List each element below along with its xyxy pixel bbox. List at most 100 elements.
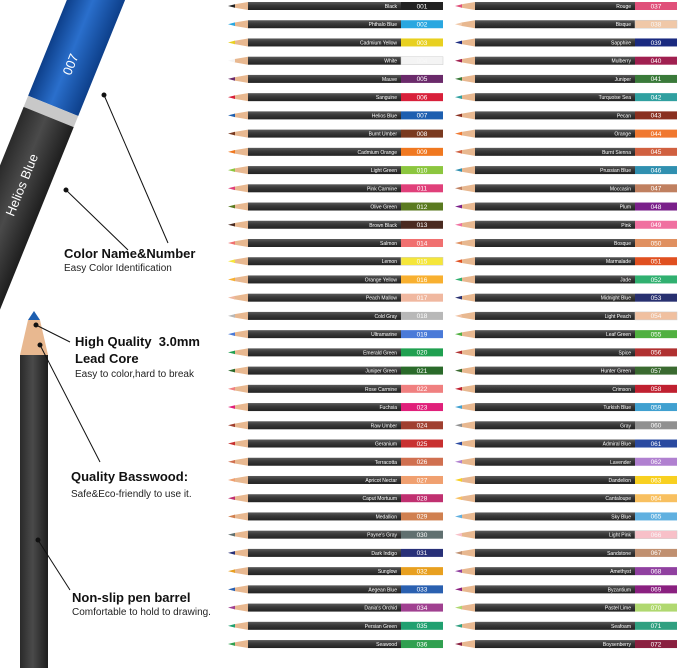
pencil-wood [234, 275, 248, 284]
pencil-body [475, 384, 635, 393]
pencil: Orange Yellow 016 [228, 275, 443, 284]
pencil-number: 051 [651, 259, 662, 266]
pencil-name: Cadmium Orange [358, 150, 398, 156]
pencil-number: 005 [417, 76, 428, 83]
pencil-cap [401, 621, 443, 630]
pencil-name: Aegean Blue [368, 587, 397, 593]
pencil: Turquoise Sea 042 [455, 93, 677, 101]
pencil-body [475, 93, 635, 102]
callout-dot [33, 322, 39, 328]
pencil: Seafoam 071 [455, 621, 677, 630]
pencil-lead [455, 332, 462, 336]
pencil-name: Pastel Lime [605, 606, 631, 612]
pencil-number: 039 [651, 40, 662, 47]
pencil-cap [401, 640, 443, 649]
pencil-body [475, 330, 635, 339]
pencil-cap [401, 494, 443, 503]
pencil-body [248, 293, 401, 302]
pencil-cap [635, 147, 677, 156]
pencil-body [475, 512, 635, 521]
pencil-body [248, 129, 401, 138]
feature-pencil: 007 Helios Blue [0, 0, 126, 332]
pencil-number: 054 [651, 313, 662, 320]
pencil: Sky Blue 065 [455, 512, 677, 521]
pencil-name: Peach Mallow [366, 296, 398, 302]
pencil-wood [461, 311, 475, 320]
pencil-cap [401, 311, 443, 320]
pencil-lead [28, 311, 40, 320]
pencil-name: Cold Gray [374, 314, 397, 320]
pencil-number: 009 [417, 149, 428, 156]
pencil-cap [400, 256, 444, 266]
pencil-wood [234, 439, 248, 448]
pencil-body [248, 238, 401, 247]
pencil-cap [401, 548, 443, 557]
pencil: Lemon 015 [228, 256, 444, 266]
pencil: Persian Green 035 [228, 621, 443, 630]
pencil-number: 033 [417, 587, 428, 594]
pencil-wood [234, 567, 248, 576]
pencil-name: Burnt Umber [369, 132, 398, 138]
pencil-number: 020 [417, 350, 428, 357]
pencil-number: 019 [417, 331, 428, 338]
pencil: Brown Black 013 [228, 220, 443, 229]
pencil: Fuchsia 023 [228, 403, 443, 411]
pencil-body [475, 366, 635, 375]
pencil-lead [228, 222, 235, 227]
pencil-lead [455, 496, 462, 501]
pencil: Gray 060 [455, 421, 677, 430]
pencil-lead [228, 314, 235, 318]
pencil-wood [461, 257, 475, 266]
pencil-body [248, 475, 401, 484]
pencil-wood [234, 330, 248, 339]
pencil-number: 047 [651, 186, 662, 193]
callout-note: Easy to color,hard to break [75, 369, 195, 380]
pencil: Sapphire 039 [455, 38, 677, 47]
pencil-number: 071 [651, 623, 662, 630]
pencil: Boysenberry 072 [455, 640, 677, 648]
pencil-cap [401, 202, 443, 211]
callout-line [65, 189, 129, 251]
pencil: Pink Carmine 011 [228, 184, 443, 193]
pencil-number: 014 [417, 240, 428, 247]
pencil-lead [455, 259, 462, 264]
pencil: Admiral Blue 061 [455, 439, 677, 448]
pencil-cap [401, 585, 443, 594]
pencil-cap [401, 330, 443, 339]
pencil-wood [234, 147, 248, 156]
callout-dot [35, 537, 41, 543]
pencil-body [248, 366, 401, 375]
pencil-lead [228, 332, 235, 336]
pencil-cap [401, 220, 443, 229]
pencil-number: 029 [417, 514, 428, 521]
pencil-number: 046 [651, 167, 662, 174]
pencil-wood [461, 238, 475, 247]
pencil-number: 023 [417, 404, 428, 411]
pencil: Terracotta 026 [228, 457, 443, 466]
pencil-cap [401, 166, 443, 175]
callout-title: Lead Core [75, 351, 139, 366]
pencil-cap [401, 384, 443, 393]
pencil-cap [635, 384, 677, 393]
pencil: Pink 049 [455, 220, 677, 229]
pencil-lead [455, 295, 462, 300]
pencil-name: Juniper [615, 77, 632, 83]
pencil-body [475, 20, 635, 29]
pencil-body [248, 311, 401, 320]
pencil-wood [234, 640, 248, 649]
pencil-lead [228, 277, 235, 282]
pencil-body [248, 348, 401, 357]
pencil-lead [228, 496, 235, 501]
pencil-cap [635, 74, 677, 83]
pencil-number: 072 [651, 641, 662, 648]
pencil-body [475, 585, 635, 594]
pencil-name: Midnight Blue [601, 296, 632, 302]
pencil: Amethyst 068 [455, 567, 677, 575]
pencil-wood [234, 494, 248, 503]
pencil-name: Sapphire [611, 40, 631, 46]
pencil-wood [461, 129, 475, 138]
pencil-body [475, 2, 635, 10]
pencil-name: Ultramarine [371, 332, 397, 338]
callout-dot [101, 92, 107, 98]
callout-note: Comfortable to hold to drawing. [72, 607, 211, 618]
